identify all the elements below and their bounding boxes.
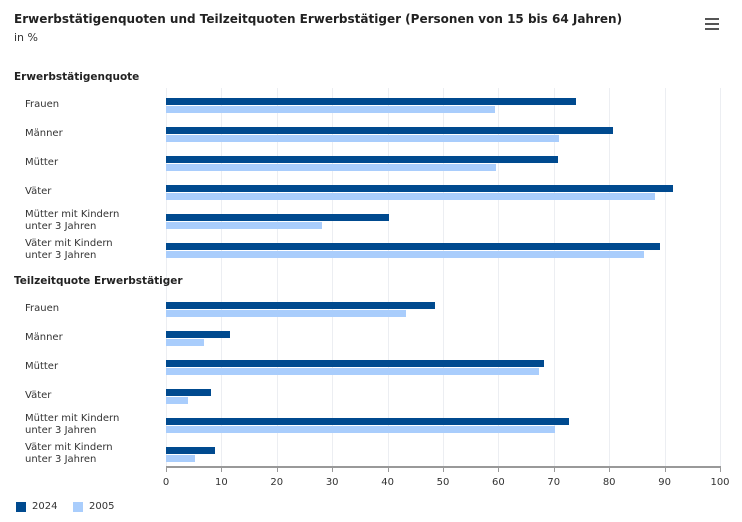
x-tick-label: 0 (162, 477, 170, 488)
bar-2024[interactable] (166, 447, 215, 454)
bar-2024[interactable] (166, 214, 390, 221)
bar-2005[interactable] (166, 251, 645, 258)
x-tick-label: 10 (215, 477, 228, 488)
gridline (609, 88, 611, 467)
bar-2024[interactable] (166, 185, 674, 192)
category-label: Väter mit Kindern unter 3 Jahren (25, 238, 113, 261)
x-tick-label: 70 (547, 477, 561, 488)
category-label: Mütter (25, 361, 59, 372)
category-label: Väter (25, 186, 52, 197)
gridline (498, 88, 500, 467)
gridline (664, 88, 666, 467)
x-tick-label: 30 (325, 477, 339, 488)
axis-tick (387, 467, 389, 472)
bar-2024[interactable] (166, 302, 435, 309)
category-label: Mütter mit Kindern unter 3 Jahren (25, 413, 120, 436)
axis-tick (166, 467, 167, 472)
bar-2005[interactable] (166, 164, 496, 171)
x-tick-label: 20 (270, 477, 284, 488)
group-header: Teilzeitquote Erwerbstätiger (14, 275, 183, 287)
gridline (166, 88, 167, 467)
bar-2005[interactable] (166, 222, 323, 229)
gridline (387, 88, 389, 467)
gridline (221, 88, 223, 467)
gridline (332, 88, 334, 467)
bar-2024[interactable] (166, 156, 559, 163)
category-label: Mütter mit Kindern unter 3 Jahren (25, 209, 120, 232)
bar-2005[interactable] (166, 339, 204, 346)
gridline (720, 88, 721, 467)
x-tick-label: 90 (658, 477, 671, 488)
legend-swatch (16, 501, 26, 512)
bar-2005[interactable] (166, 455, 195, 462)
legend-swatch (73, 501, 83, 512)
axis-tick (553, 467, 555, 472)
bar-2024[interactable] (166, 331, 230, 338)
x-tick-label: 40 (381, 477, 394, 488)
bar-2005[interactable] (166, 426, 555, 433)
category-label: Männer (25, 332, 63, 343)
category-label: Väter (25, 390, 52, 401)
category-label: Frauen (25, 99, 60, 110)
gridline (443, 88, 444, 467)
axis-tick (498, 467, 500, 472)
x-axis-line (166, 466, 721, 468)
axis-tick (443, 467, 444, 472)
bar-2024[interactable] (166, 127, 614, 134)
category-label: Mütter (25, 157, 59, 168)
legend-label: 2005 (89, 501, 115, 512)
bar-2024[interactable] (166, 418, 569, 425)
bar-2005[interactable] (166, 135, 560, 142)
bar-2024[interactable] (166, 98, 576, 105)
bar-2024[interactable] (166, 243, 661, 250)
x-tick-label: 80 (602, 477, 616, 488)
hamburger-menu-icon[interactable] (705, 18, 719, 30)
legend-item-2024[interactable]: 2024 (16, 501, 57, 512)
axis-tick (221, 467, 223, 472)
axis-tick (720, 467, 721, 472)
bar-2005[interactable] (166, 106, 496, 113)
axis-tick (332, 467, 334, 472)
gridline (553, 88, 555, 467)
category-label: Männer (25, 128, 63, 139)
bar-2005[interactable] (166, 368, 539, 375)
chart-subtitle: in % (14, 31, 38, 44)
axis-tick (609, 467, 611, 472)
chart-title: Erwerbstätigenquoten und Teilzeitquoten … (14, 12, 623, 26)
bar-2005[interactable] (166, 310, 406, 317)
x-tick-label: 50 (436, 477, 450, 488)
gridline (276, 88, 278, 467)
legend-label: 2024 (32, 501, 58, 512)
axis-tick (276, 467, 278, 472)
x-tick-label: 60 (492, 477, 505, 488)
bar-2024[interactable] (166, 389, 212, 396)
group-header: Erwerbstätigenquote (14, 71, 140, 83)
bar-2024[interactable] (166, 360, 544, 367)
legend-item-2005[interactable]: 2005 (73, 501, 114, 512)
axis-tick (664, 467, 666, 472)
bar-2005[interactable] (166, 193, 655, 200)
category-label: Väter mit Kindern unter 3 Jahren (25, 442, 113, 465)
category-label: Frauen (25, 303, 60, 314)
bar-2005[interactable] (166, 397, 188, 404)
x-tick-label: 100 (710, 477, 730, 488)
